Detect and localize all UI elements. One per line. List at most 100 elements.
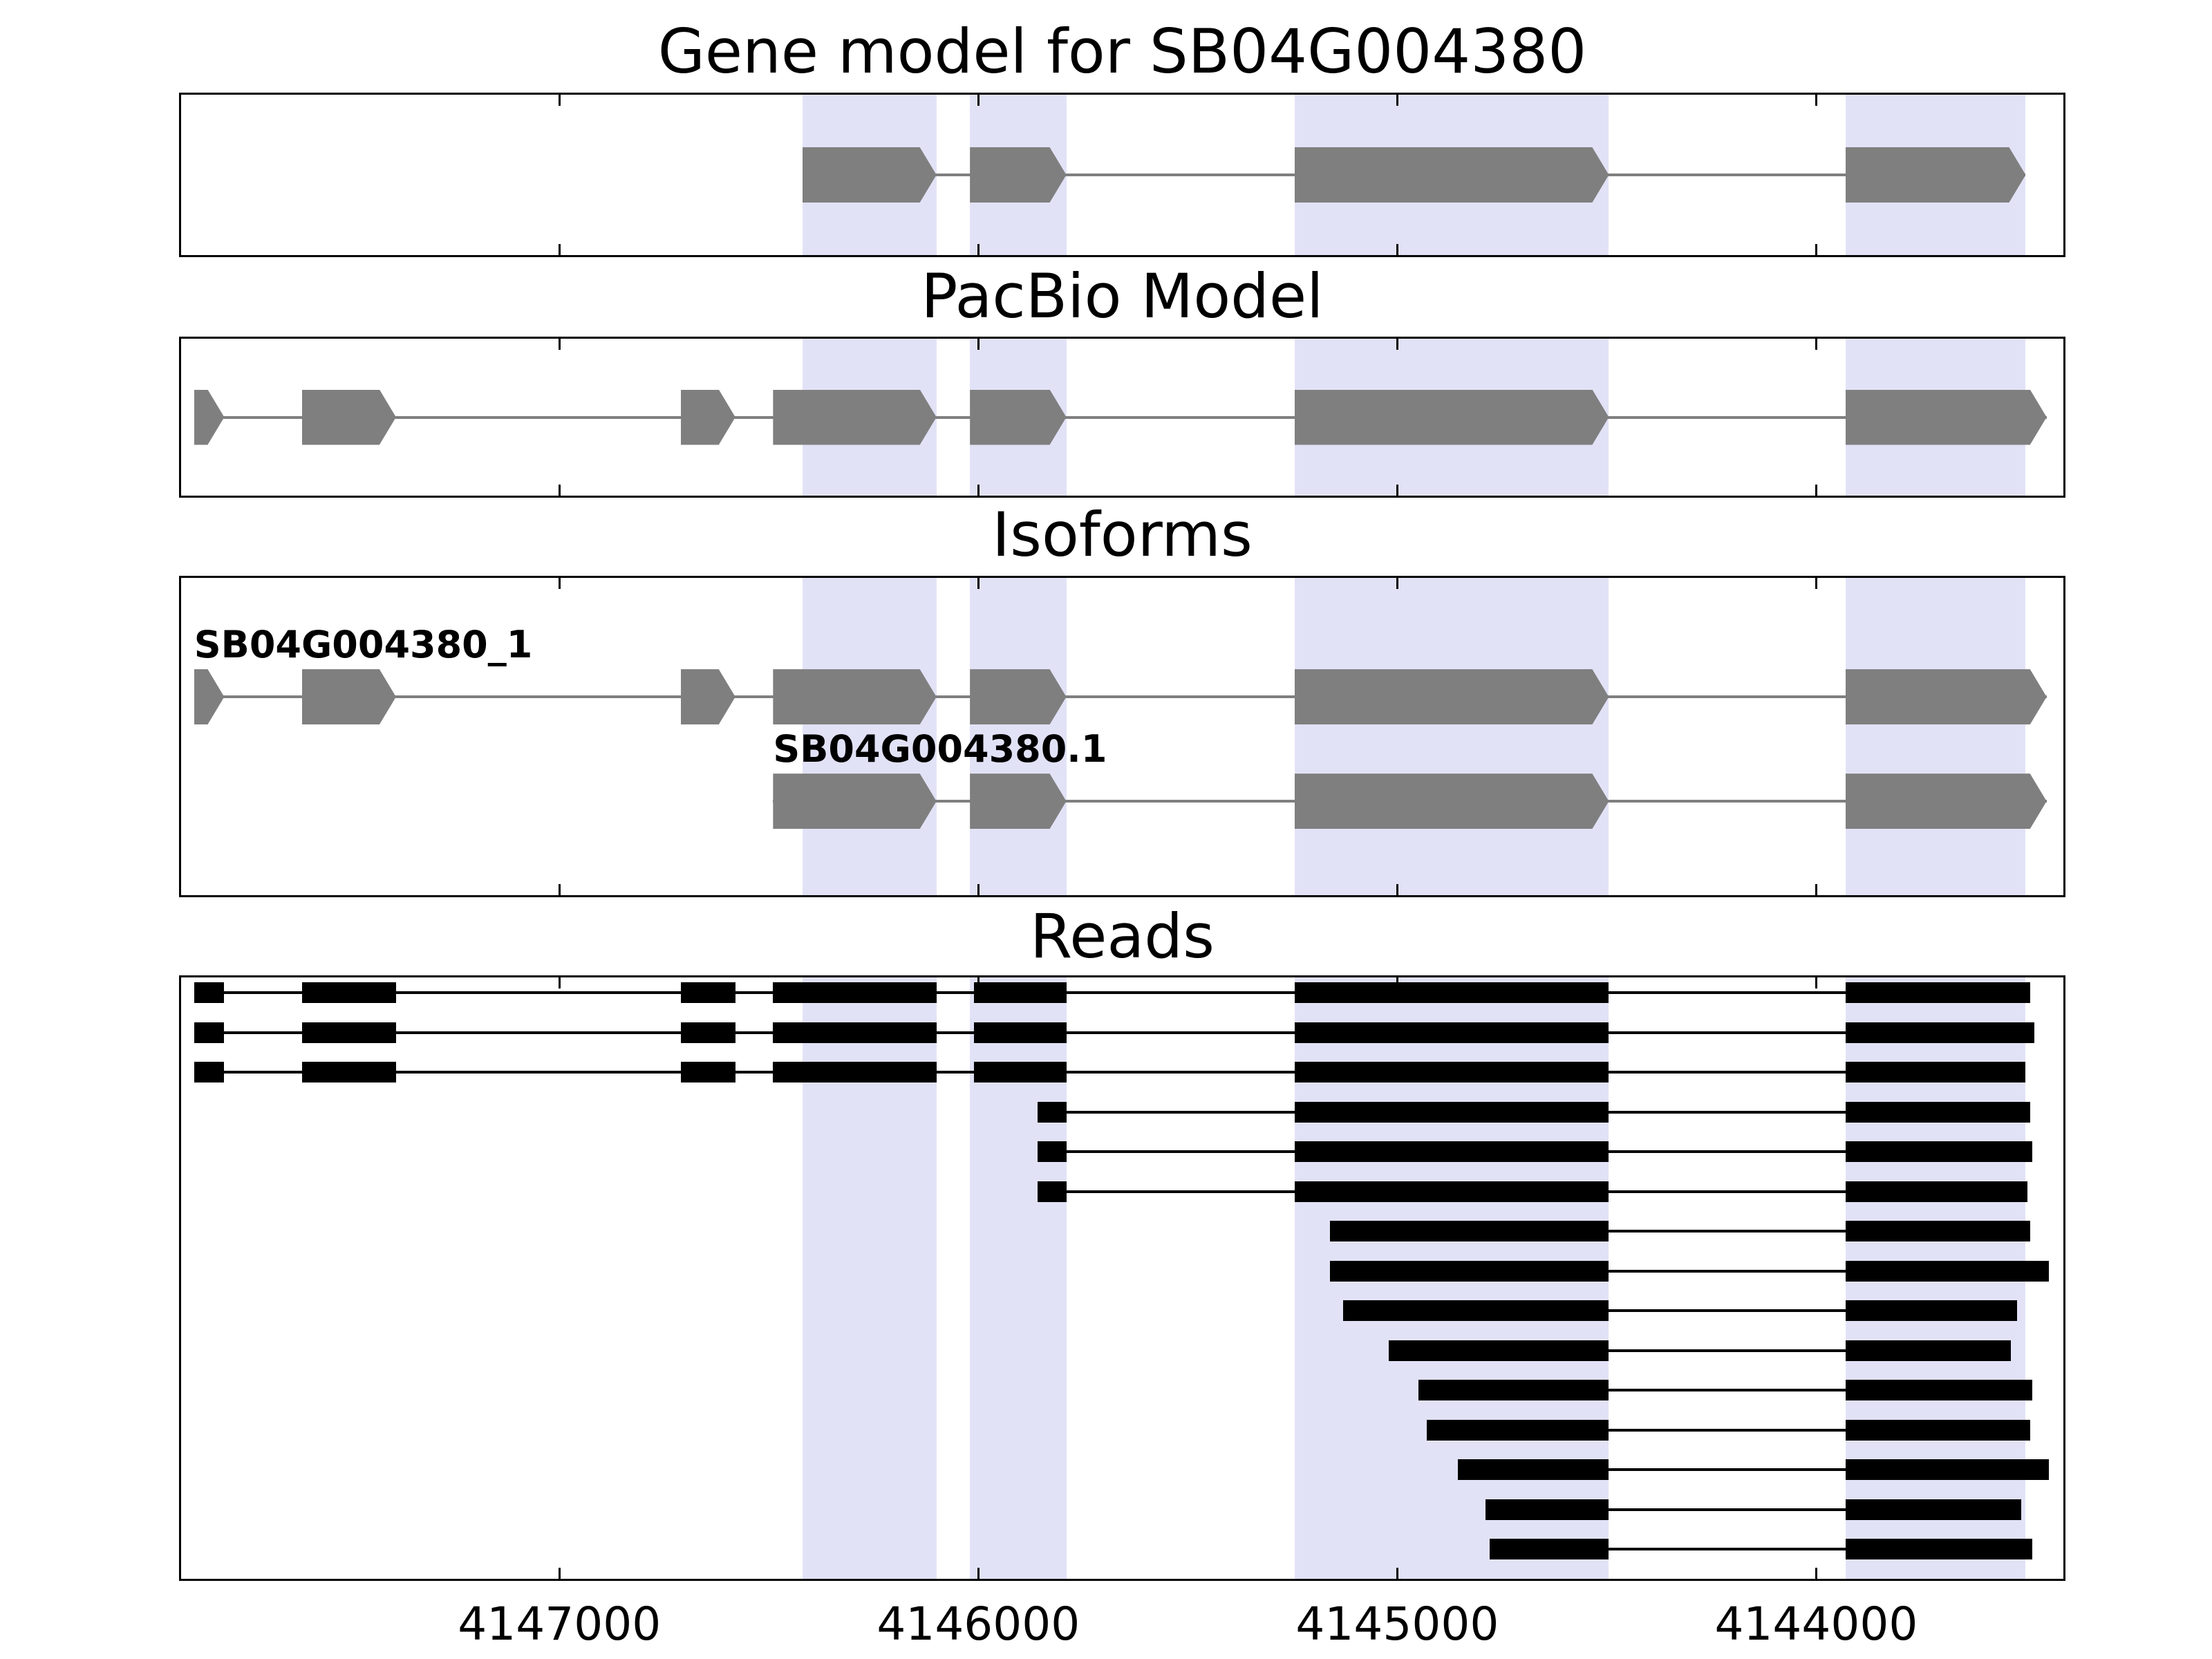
gene-model-title: Gene model for SB04G004380 [657,16,1587,87]
read-block [974,1062,1067,1082]
read-block [773,982,937,1003]
read-block [1845,1101,2030,1123]
read-block [1845,1181,2028,1202]
axis-tick [558,578,561,589]
read-block [773,1022,937,1043]
exon [1294,669,1609,725]
axis-tick [1815,339,1817,350]
read-line [1330,1269,2049,1273]
x-tick-label: 4145000 [1295,1597,1499,1651]
read-line [1342,1309,2018,1312]
exon [970,669,1067,725]
read-block [681,982,735,1003]
read-line [1489,1548,2032,1550]
exon [1845,774,2047,830]
axis-tick [977,485,980,496]
read-block [1294,1141,1609,1162]
exon [1845,669,2047,725]
read-line [1418,1389,2032,1391]
read-block [1294,1101,1609,1123]
exon [301,389,396,445]
axis-tick [1396,485,1398,496]
read-line [194,1071,2026,1074]
read-block [1038,1101,1067,1123]
highlight-band [970,578,1067,895]
read-block [1330,1221,1609,1241]
read-block [1845,1062,2026,1082]
read-block [194,1022,225,1043]
axis-tick [558,244,561,255]
read-block [974,982,1067,1003]
intron-line [194,415,2047,419]
axis-tick [1396,244,1398,255]
read-line [1426,1428,2030,1432]
isoform-label: SB04G004380_1 [194,623,533,667]
axis-tick [977,884,980,895]
read-block [1845,1340,2012,1361]
exon [681,389,735,445]
read-line [1330,1230,2030,1232]
x-axis-tick-labels: 4147000 4146000 4145000 4144000 [179,1592,2065,1654]
axis-tick [1815,95,1817,106]
axis-tick [1815,884,1817,895]
read-block [301,982,396,1003]
read-block [1845,1260,2049,1282]
axis-tick [558,1568,561,1579]
axis-tick [1815,578,1817,589]
exon [970,147,1067,203]
x-tick-label: 4146000 [877,1597,1080,1651]
read-block [301,1022,396,1043]
reads-panel [179,975,2065,1581]
read-block [1485,1499,1609,1520]
exon [1294,147,1609,203]
read-block [1389,1340,1609,1361]
intron-line [194,695,2047,699]
axis-tick [1396,1568,1398,1579]
exon [773,774,937,830]
read-block [194,1062,225,1082]
read-block [1845,1141,2032,1162]
exon [194,669,225,725]
axis-tick [977,244,980,255]
read-block [1845,982,2030,1003]
read-block [1458,1459,1609,1480]
exon [194,389,225,445]
axis-tick [558,95,561,106]
read-block [1330,1260,1609,1282]
exon [773,389,937,445]
x-tick-label: 4147000 [458,1597,662,1651]
isoforms-panel: SB04G004380_1 SB04G004380.1 [179,576,2065,897]
x-tick-label: 4144000 [1714,1597,1918,1651]
axis-tick [1815,244,1817,255]
read-block [1294,1022,1609,1043]
axis-tick [558,485,561,496]
read-line [1458,1468,2049,1471]
read-block [1845,1499,2022,1520]
read-block [1845,1380,2032,1400]
exon [1294,389,1609,445]
read-block [1845,1300,2018,1321]
read-block [1038,1181,1067,1202]
highlight-band [1845,578,2026,895]
axis-tick [1815,1568,1817,1579]
axis-tick [1396,884,1398,895]
isoform-label: SB04G004380.1 [773,727,1107,771]
read-block [1294,1181,1609,1202]
pacbio-model-title: PacBio Model [921,261,1324,332]
exon [1294,774,1609,830]
axis-tick [558,339,561,350]
exon [970,389,1067,445]
exon [802,147,937,203]
axis-tick [977,339,980,350]
read-block [773,1062,937,1082]
read-block [194,982,225,1003]
read-block [1489,1539,1609,1559]
axis-tick [1396,339,1398,350]
read-line [1389,1349,2012,1352]
axis-tick [558,884,561,895]
highlight-band [1294,578,1609,895]
read-block [974,1022,1067,1043]
exon [773,669,937,725]
exon [970,774,1067,830]
read-line [194,1031,2034,1034]
